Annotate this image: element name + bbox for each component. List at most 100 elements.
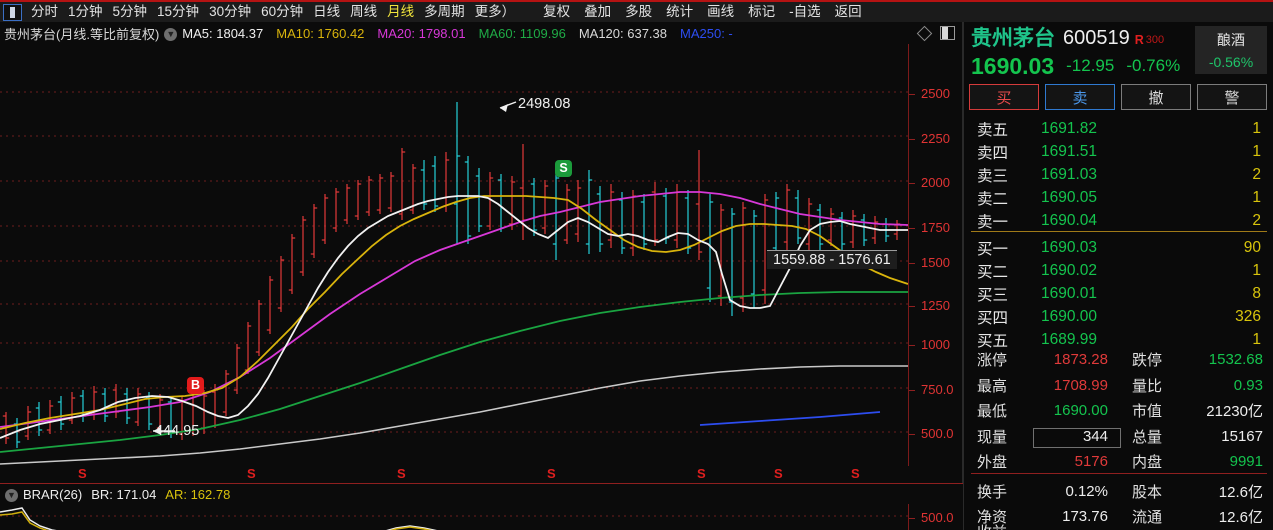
stock-code: 600519 [1063,27,1130,49]
last-price: 1690.03 [971,52,1055,79]
period-tab-0[interactable]: 分时 [31,4,58,19]
sell-button[interactable]: 卖 [1045,84,1115,110]
header-accent-line [963,0,1273,2]
level-price: 1690.05 [1041,188,1098,206]
stats-key: 流通 [1132,509,1163,527]
sector-badge[interactable]: 酿酒 -0.56% [1195,26,1267,74]
level-price: 1690.01 [1041,284,1098,302]
chevron-down-circle-icon[interactable]: ▼ [164,27,178,41]
tool-multistock-button[interactable]: 多股 [625,4,653,19]
chart-divider [0,483,963,484]
stats-cell: 最低 1690.00 [963,400,1118,421]
stats-cell: 流通 12.6亿 [1118,506,1273,527]
level-volume: 1 [1252,330,1261,348]
level-price: 1690.00 [1041,307,1098,325]
level-price: 1691.82 [1041,120,1098,138]
stats-cell: 量比 0.93 [1118,375,1273,396]
diamond-icon[interactable] [916,25,933,41]
ask-row[interactable]: 卖四 1691.51 1 [963,141,1273,164]
high-price-annotation: 2498.08 [518,96,571,112]
level-volume: 326 [1235,307,1261,325]
stock-name: 贵州茅台 [971,27,1055,50]
level-volume: 2 [1252,211,1261,229]
stats-cell: 市值 21230亿 [1118,400,1273,421]
stats-key: 现量 [977,428,1008,446]
stats-value: 173.76 [1062,508,1108,526]
bid-row[interactable]: 买三 1690.01 8 [963,283,1273,306]
level-label: 买四 [977,309,1009,327]
tool-back-button[interactable]: 返回 [834,4,862,19]
stats-key: 量比 [1132,377,1163,395]
stats-row: 最高 1708.99 量比 0.93 [963,373,1273,399]
stats-cell: 现量 344 [963,426,1118,447]
stats-divider [971,472,1267,474]
sell-marker[interactable]: S [555,160,572,177]
buy-button[interactable]: 买 [969,84,1039,110]
price-chart-panel: 贵州茅台(月线.等比前复权) ▼ MA5: 1804.37 MA10: 1760… [0,22,963,530]
highlight-box [1033,428,1121,448]
dividend-marker[interactable]: S [697,466,706,481]
chart-title: 贵州茅台(月线.等比前复权) [4,26,160,42]
brar-ar-value: AR: 162.78 [165,486,231,502]
candlestick-plot[interactable]: 2498.08 444.95 B S 1559.88 - 1576.61 [0,44,908,466]
stats-key: 净资 [977,509,1008,527]
tool-mark-button[interactable]: 标记 [748,4,776,19]
level-price: 1691.51 [1041,143,1098,161]
period-tab-7[interactable]: 周线 [350,4,378,19]
chevron-down-circle-icon[interactable]: ▼ [5,488,18,502]
period-tab-more[interactable]: 更多） [474,4,516,19]
dividend-marker[interactable]: S [78,466,87,481]
period-tab-3[interactable]: 15分钟 [157,4,200,19]
period-tab-6[interactable]: 日线 [313,4,341,19]
stock-header: 贵州茅台 600519 R 300 [963,22,1273,50]
period-tab-5[interactable]: 60分钟 [261,4,304,19]
low-price-annotation: 444.95 [155,423,200,439]
tool-watchlist-button[interactable]: -自选 [789,4,821,19]
alert-button[interactable]: 警 [1197,84,1267,110]
panel-toggle-icon[interactable] [3,3,22,21]
brar-legend: ▼ BRAR(26) BR: 171.04 AR: 162.78 [0,484,230,504]
stats-row: 换手 0.12% 股本 12.6亿 [963,479,1273,505]
dividend-marker[interactable]: S [851,466,860,481]
layout-split-icon[interactable] [940,26,955,40]
period-tab-9[interactable]: 多周期 [424,4,465,19]
ask-row[interactable]: 卖二 1690.05 1 [963,186,1273,209]
ask-row[interactable]: 卖一 1690.04 2 [963,209,1273,232]
bid-row[interactable]: 买二 1690.02 1 [963,260,1273,283]
ask-row[interactable]: 卖五 1691.82 1 [963,118,1273,141]
tool-adjust-button[interactable]: 复权 [543,4,571,19]
stats-row: 最低 1690.00 市值 21230亿 [963,398,1273,424]
period-tab-monthly[interactable]: 月线 [387,4,415,19]
dividend-marker[interactable]: S [247,466,256,481]
cancel-button[interactable]: 撤 [1121,84,1191,110]
stats-row: 净资 173.76 流通 12.6亿 [963,504,1273,530]
stats-value: 15167 [1221,427,1263,445]
period-tab-4[interactable]: 30分钟 [209,4,252,19]
period-tab-2[interactable]: 5分钟 [112,4,148,19]
price-change-pct: -0.76% [1126,56,1181,75]
buy-marker[interactable]: B [187,377,204,394]
stats-value: 0.12% [1065,482,1108,500]
period-tab-1[interactable]: 1分钟 [68,4,103,19]
tool-drawline-button[interactable]: 画线 [707,4,735,19]
dividend-marker[interactable]: S [547,466,556,481]
stats-key: 最高 [977,377,1008,395]
level-label: 卖五 [977,122,1009,140]
dividend-marker[interactable]: S [397,466,406,481]
bid-row[interactable]: 买一 1690.03 90 [963,237,1273,260]
brar-plot[interactable] [0,504,908,530]
dividend-marker[interactable]: S [774,466,783,481]
stats-value: 5176 [1074,453,1108,471]
bid-row[interactable]: 买五 1689.99 1 [963,328,1273,351]
tool-overlay-button[interactable]: 叠加 [584,4,612,19]
ask-row[interactable]: 卖三 1691.03 2 [963,164,1273,187]
price-range-tooltip: 1559.88 - 1576.61 [767,250,897,269]
legend-ma250: MA250: - [680,25,733,41]
bid-row[interactable]: 买四 1690.00 326 [963,305,1273,328]
level-label: 卖三 [977,167,1009,185]
tool-stats-button[interactable]: 统计 [666,4,694,19]
level-price: 1690.04 [1041,211,1098,229]
index-membership-badge: 300 [1145,34,1165,46]
stats-key: 换手 [977,483,1008,501]
